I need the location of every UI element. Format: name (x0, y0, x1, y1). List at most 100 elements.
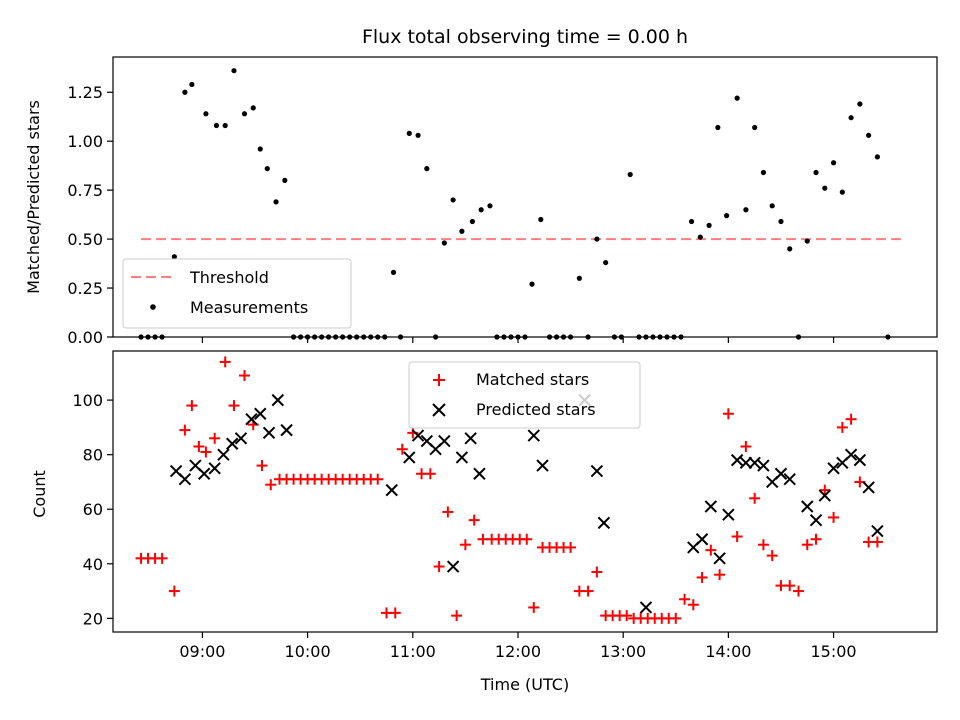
matched-star-point (468, 514, 480, 526)
x-tick-label: 09:00 (179, 642, 225, 661)
matched-star-point (871, 536, 883, 548)
measurement-point (866, 132, 872, 138)
matched-star-point (389, 607, 401, 619)
x-tick-label: 10:00 (285, 642, 331, 661)
predicted-star-point (197, 467, 211, 480)
measurement-point (282, 177, 288, 183)
measurement-point (769, 203, 775, 209)
predicted-star-point (527, 429, 540, 442)
matched-star-point (372, 473, 384, 485)
x-axis-label: Time (UTC) (480, 675, 569, 694)
x-tick-label: 12:00 (495, 642, 541, 661)
measurement-point (231, 68, 237, 74)
predicted-star-point (871, 524, 884, 538)
predicted-star-point (862, 481, 875, 494)
measurement-point (839, 189, 845, 195)
top-legend-box (122, 258, 352, 329)
measurement-point (390, 269, 397, 275)
top-y-tick-label: 1.00 (67, 132, 103, 151)
measurement-point (441, 240, 447, 246)
measurement-point (406, 130, 412, 136)
measurement-point (760, 169, 767, 176)
measurement-point (734, 95, 740, 101)
top-y-ticks: 0.00 0.25 0.50 0.75 1.00 1.25 (67, 83, 113, 347)
matched-star-point (591, 566, 603, 578)
measurement-point (424, 166, 430, 172)
matched-star-point (179, 424, 191, 436)
predicted-star-point (262, 426, 276, 440)
top-legend: Threshold Measurements (122, 258, 352, 329)
measurement-point (822, 185, 828, 191)
measurement-point (469, 218, 476, 225)
predicted-star-point (473, 467, 486, 480)
measurement-point (257, 146, 263, 152)
matched-star-point (722, 408, 734, 420)
measurement-point (538, 216, 544, 223)
predicted-star-point (713, 552, 726, 565)
measurement-point (222, 122, 228, 129)
matched-star-point (792, 585, 804, 597)
predicted-star-point (590, 464, 604, 478)
measurement-point (241, 111, 248, 117)
measurement-points (138, 68, 891, 340)
matched-star-point (740, 440, 752, 452)
matched-star-point (459, 539, 471, 551)
matched-star-point (810, 533, 822, 545)
legend-matched-swatch (433, 374, 445, 386)
matched-star-point (219, 356, 231, 368)
matched-star-point (679, 593, 691, 605)
matched-star-point (451, 610, 463, 622)
measurement-point (264, 166, 270, 172)
matched-star-point (442, 506, 454, 518)
predicted-star-point (774, 467, 788, 480)
predicted-star-point (217, 448, 230, 461)
legend-matched-label: Matched stars (476, 370, 589, 389)
matched-star-point (256, 460, 268, 472)
top-y-tick-label: 0.75 (67, 181, 103, 200)
top-y-axis-label: Matched/Predicted stars (24, 100, 43, 294)
predicted-star-point (757, 459, 770, 472)
matched-star-point (582, 585, 594, 597)
matched-star-point (168, 585, 180, 597)
predicted-star-point (809, 513, 823, 527)
measurement-point (697, 234, 703, 240)
measurement-point (688, 218, 695, 225)
top-y-tick-label: 0.50 (67, 230, 103, 249)
matched-stars-points (135, 356, 883, 624)
measurement-point (603, 259, 609, 266)
predicted-star-point (639, 601, 653, 614)
predicted-star-point (695, 533, 709, 546)
measurement-point (830, 160, 837, 166)
top-panel: 0.00 0.25 0.50 0.75 1.00 1.25 Matched/Predict… (24, 56, 938, 347)
bottom-y-ticks: 20 40 60 80 100 (72, 391, 113, 628)
legend-measurements-label: Measurements (190, 298, 308, 317)
predicted-star-point (844, 448, 858, 461)
measurement-point (787, 246, 793, 252)
legend-measurements-swatch (150, 304, 156, 310)
predicted-star-point (438, 434, 451, 448)
bottom-y-tick-label: 80 (83, 446, 103, 465)
predicted-star-point (748, 456, 761, 470)
measurement-point (857, 101, 863, 107)
measurement-point (874, 154, 880, 160)
predicted-star-point (411, 429, 425, 442)
measurement-point (203, 111, 209, 117)
bottom-legend-box (408, 361, 641, 429)
measurement-point (487, 203, 493, 209)
measurement-point (848, 115, 854, 121)
matched-star-point (265, 479, 277, 491)
predicted-star-point (403, 451, 416, 464)
matched-star-point (687, 599, 699, 611)
matched-star-point (565, 541, 577, 553)
matched-star-point (757, 539, 769, 551)
predicted-star-point (722, 508, 735, 521)
matched-star-point (784, 580, 796, 592)
predicted-star-point (853, 453, 867, 467)
predicted-star-point (704, 500, 718, 513)
bottom-y-axis-label: Count (30, 470, 49, 518)
measurement-point (724, 213, 730, 219)
bottom-plot-frame (112, 350, 938, 633)
predicted-star-point (226, 437, 239, 450)
predicted-star-point (464, 432, 477, 445)
matched-star-point (801, 539, 813, 551)
